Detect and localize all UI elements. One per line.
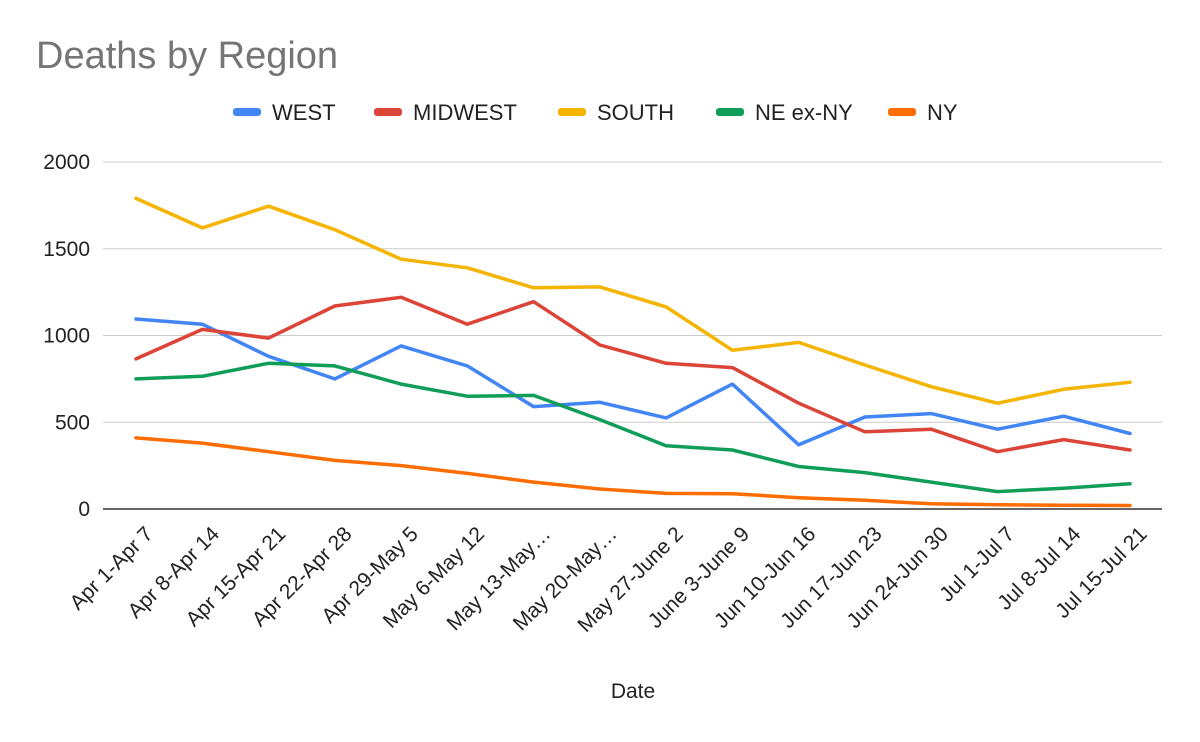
chart-title: Deaths by Region <box>36 35 338 77</box>
series-line-ne-ex-ny <box>134 361 1132 494</box>
legend-swatch <box>374 108 402 116</box>
y-tick-label: 1000 <box>43 325 90 348</box>
legend-swatch <box>716 108 744 116</box>
legend-label: MIDWEST <box>413 100 517 125</box>
y-axis-ticks: 0 500 1000 1500 2000 <box>43 151 90 521</box>
legend-item[interactable]: NY <box>888 100 958 125</box>
legend-swatch <box>558 108 586 116</box>
legend-item[interactable]: MIDWEST <box>374 100 517 125</box>
series-line-midwest <box>134 295 1132 454</box>
legend-item[interactable]: WEST <box>233 100 336 125</box>
legend-item[interactable]: SOUTH <box>558 100 674 125</box>
y-tick-label: 2000 <box>43 151 90 174</box>
series-line-south <box>134 196 1132 405</box>
legend-label: NE ex-NY <box>755 100 853 125</box>
gridlines <box>103 161 1162 423</box>
legend-item[interactable]: NE ex-NY <box>716 100 853 125</box>
y-tick-label: 500 <box>55 411 90 434</box>
legend-label: NY <box>927 100 958 125</box>
series-lines <box>134 196 1132 508</box>
series-line-west <box>134 317 1132 447</box>
series-line-ny <box>134 436 1132 508</box>
x-axis-label: Date <box>611 680 655 703</box>
legend-label: SOUTH <box>597 100 674 125</box>
legend-swatch <box>233 108 261 116</box>
legend: WEST MIDWEST SOUTH NE ex-NY NY <box>233 100 958 125</box>
legend-swatch <box>888 108 916 116</box>
legend-label: WEST <box>272 100 336 125</box>
y-tick-label: 0 <box>78 498 90 521</box>
y-tick-label: 1500 <box>43 238 90 261</box>
